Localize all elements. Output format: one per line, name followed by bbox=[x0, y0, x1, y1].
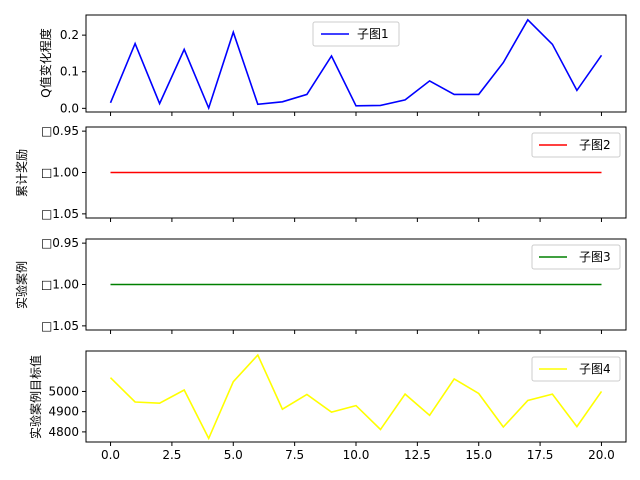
y-tick-label: □1.00 bbox=[41, 166, 79, 180]
subplot-2-legend: 子图2 bbox=[531, 132, 621, 158]
subplot-4: 实验案例目标值 4800 4900 5000 子图4 bbox=[28, 350, 627, 446]
y-tick-label: 0.1 bbox=[60, 65, 79, 79]
y-tick-label: □1.05 bbox=[41, 207, 79, 221]
subplot-3-yticks: □0.95 □1.00 □1.05 bbox=[41, 236, 86, 333]
subplot-1: Q值变化程度 0.0 0.1 0.2 子图1 bbox=[38, 14, 627, 116]
y-tick-label: 4800 bbox=[48, 425, 79, 439]
subplot-3: 实验案例 □0.95 □1.00 □1.05 子图3 bbox=[14, 236, 627, 334]
subplot-4-xticks bbox=[110, 442, 602, 446]
x-tick-label: 15.0 bbox=[465, 448, 492, 462]
y-tick-label: □1.05 bbox=[41, 319, 79, 333]
subplot-4-yticks: 4800 4900 5000 bbox=[48, 384, 86, 439]
subplot-2-xticks bbox=[110, 218, 602, 222]
y-tick-label: □0.95 bbox=[41, 236, 79, 250]
y-tick-label: 0.2 bbox=[60, 28, 79, 42]
subplot-2-ylabel: 累计奖励 bbox=[15, 149, 29, 197]
subplot-1-legend-label: 子图1 bbox=[357, 27, 389, 41]
x-tick-label: 0.0 bbox=[101, 448, 120, 462]
subplot-3-xticks bbox=[110, 330, 602, 334]
x-tick-label: 12.5 bbox=[404, 448, 431, 462]
subplot-4-frame bbox=[85, 350, 627, 443]
x-tick-label: 7.5 bbox=[285, 448, 304, 462]
subplot-3-legend: 子图3 bbox=[531, 244, 621, 270]
x-tick-label: 10.0 bbox=[343, 448, 370, 462]
y-tick-label: 0.0 bbox=[60, 101, 79, 115]
x-tick-label: 17.5 bbox=[527, 448, 554, 462]
subplot-4-legend-label: 子图4 bbox=[579, 362, 611, 376]
subplot-2-frame bbox=[85, 126, 627, 219]
subplot-4-legend: 子图4 bbox=[531, 356, 621, 382]
subplot-3-ylabel: 实验案例 bbox=[14, 261, 29, 309]
subplot-2-yticks: □0.95 □1.00 □1.05 bbox=[41, 124, 86, 221]
x-tick-label: 20.0 bbox=[588, 448, 615, 462]
subplot-1-legend: 子图1 bbox=[312, 21, 400, 47]
y-tick-label: 4900 bbox=[48, 405, 79, 419]
subplot-1-ylabel: Q值变化程度 bbox=[38, 28, 53, 97]
subplot-3-frame bbox=[85, 238, 627, 331]
subplot-1-yticks: 0.0 0.1 0.2 bbox=[60, 28, 86, 115]
x-tick-label: 5.0 bbox=[224, 448, 243, 462]
subplot-2-legend-label: 子图2 bbox=[579, 138, 611, 152]
subplot-1-xticks bbox=[110, 112, 602, 116]
subplot-1-frame bbox=[85, 14, 627, 113]
y-tick-label: □1.00 bbox=[41, 278, 79, 292]
subplot-2: 累计奖励 □0.95 □1.00 □1.05 子图2 bbox=[15, 124, 627, 222]
subplot-1-series-line bbox=[109, 18, 603, 111]
subplot-4-ylabel: 实验案例目标值 bbox=[28, 355, 43, 439]
y-tick-label: □0.95 bbox=[41, 124, 79, 138]
x-axis-tick-labels: 0.0 2.5 5.0 7.5 10.0 12.5 15.0 17.5 20.0 bbox=[101, 448, 615, 462]
y-tick-label: 5000 bbox=[48, 384, 79, 398]
x-tick-label: 2.5 bbox=[162, 448, 181, 462]
subplot-3-legend-label: 子图3 bbox=[579, 250, 611, 264]
subplot-4-series-line bbox=[109, 353, 603, 441]
